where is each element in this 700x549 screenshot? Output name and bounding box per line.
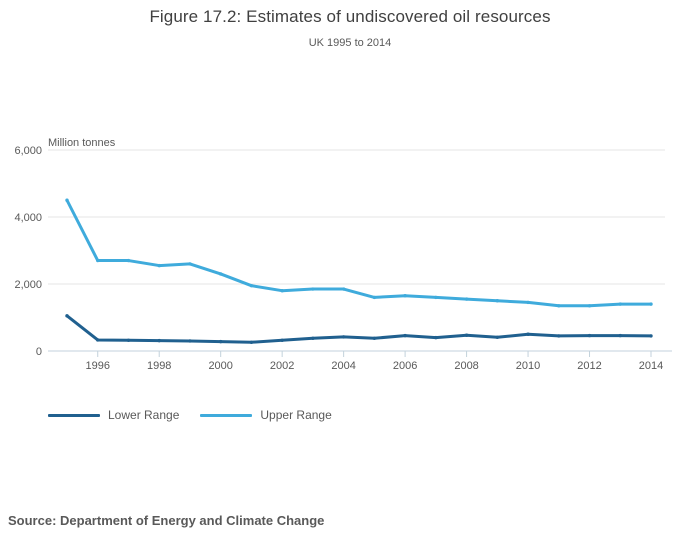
data-point-upper-range[interactable]	[126, 258, 131, 263]
series-line-upper-range[interactable]	[65, 198, 653, 308]
data-point-lower-range[interactable]	[311, 336, 315, 340]
data-point-lower-range[interactable]	[341, 335, 346, 339]
legend-item-lower-range[interactable]: Lower Range	[48, 408, 179, 422]
x-axis-tick-label: 2004	[331, 360, 355, 372]
data-point-upper-range[interactable]	[341, 287, 346, 291]
data-point-lower-range[interactable]	[157, 338, 161, 343]
y-axis-tick-label: 2,000	[14, 279, 42, 291]
data-point-upper-range[interactable]	[157, 263, 161, 268]
x-axis-tick-label: 2012	[577, 360, 601, 372]
data-point-upper-range[interactable]	[464, 297, 469, 301]
data-point-lower-range[interactable]	[65, 314, 69, 318]
y-axis-unit-label: Million tonnes	[48, 137, 116, 149]
data-point-upper-range[interactable]	[96, 258, 100, 263]
data-point-upper-range[interactable]	[557, 304, 561, 308]
data-point-lower-range[interactable]	[403, 333, 407, 338]
x-axis-tick-label: 1998	[147, 360, 171, 372]
data-point-lower-range[interactable]	[249, 340, 254, 344]
data-point-lower-range[interactable]	[126, 338, 131, 342]
legend-label-lower-range: Lower Range	[108, 408, 180, 422]
data-point-upper-range[interactable]	[618, 302, 622, 306]
data-point-lower-range[interactable]	[218, 339, 223, 344]
x-axis-tick-label: 2006	[393, 360, 417, 372]
data-point-lower-range[interactable]	[372, 336, 377, 340]
data-point-lower-range[interactable]	[587, 333, 592, 338]
data-point-upper-range[interactable]	[526, 300, 530, 305]
lower-range-line-swatch	[48, 413, 100, 417]
data-point-upper-range[interactable]	[280, 289, 284, 293]
data-point-lower-range[interactable]	[434, 335, 438, 340]
data-point-lower-range[interactable]	[557, 334, 561, 338]
data-point-lower-range[interactable]	[96, 338, 100, 342]
data-point-upper-range[interactable]	[495, 299, 500, 303]
x-axis-tick-label: 2008	[454, 360, 478, 372]
chart-legend: Lower Range Upper Range	[48, 408, 332, 422]
data-point-upper-range[interactable]	[249, 283, 254, 288]
x-axis-tick-label: 2002	[270, 360, 294, 372]
data-point-upper-range[interactable]	[434, 295, 438, 300]
data-point-upper-range[interactable]	[372, 295, 377, 300]
data-point-upper-range[interactable]	[587, 304, 592, 308]
data-point-lower-range[interactable]	[188, 339, 192, 343]
upper-range-line-swatch	[200, 413, 253, 417]
data-point-upper-range[interactable]	[649, 302, 653, 306]
chart-subtitle: UK 1995 to 2014	[308, 37, 392, 49]
data-point-lower-range[interactable]	[618, 333, 622, 338]
data-point-upper-range[interactable]	[218, 272, 223, 276]
data-point-upper-range[interactable]	[65, 198, 69, 202]
x-axis-tick-label: 2000	[208, 360, 232, 372]
x-axis-tick-label: 1996	[85, 360, 109, 372]
source-text: Source: Department of Energy and Climate…	[8, 513, 325, 528]
y-axis-tick-label: 4,000	[14, 212, 42, 224]
series-line-lower-range[interactable]	[65, 314, 653, 344]
data-point-upper-range[interactable]	[403, 294, 407, 298]
data-point-lower-range[interactable]	[526, 332, 530, 336]
x-axis-tick-label: 2014	[639, 360, 663, 372]
data-point-lower-range[interactable]	[280, 338, 284, 342]
y-axis-tick-label: 6,000	[14, 145, 42, 157]
data-point-upper-range[interactable]	[188, 262, 192, 266]
legend-label-upper-range: Upper Range	[260, 408, 332, 422]
data-point-upper-range[interactable]	[311, 287, 315, 291]
data-point-lower-range[interactable]	[495, 335, 500, 339]
chart-title: Figure 17.2: Estimates of undiscovered o…	[149, 7, 551, 26]
data-point-lower-range[interactable]	[649, 334, 653, 338]
y-axis-tick-label: 0	[36, 346, 42, 358]
x-axis-tick-label: 2010	[516, 360, 540, 372]
legend-item-upper-range[interactable]: Upper Range	[200, 408, 332, 422]
data-point-lower-range[interactable]	[464, 333, 469, 337]
